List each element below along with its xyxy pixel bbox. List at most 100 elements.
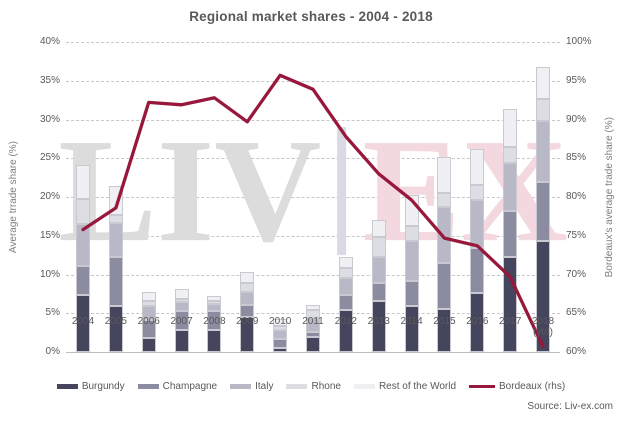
bar-segment-burgundy-2009 bbox=[240, 317, 255, 352]
left-axis-tick-label: 30% bbox=[39, 113, 60, 125]
bar-segment-burgundy-2006 bbox=[141, 338, 156, 352]
bar-segment-burgundy-2014 bbox=[404, 305, 419, 352]
bar-segment-rest-of-the-world-2006 bbox=[141, 291, 156, 301]
x-tick-label-note: (ytd) bbox=[533, 327, 553, 338]
legend-item-rest-of-the-world: Rest of the World bbox=[353, 381, 457, 392]
bar-segment-rest-of-the-world-2013 bbox=[371, 220, 386, 237]
bar-segment-rhone-2015 bbox=[437, 193, 452, 208]
left-axis-tick-label: 35% bbox=[39, 74, 60, 86]
x-tick-label-2016: 2016 bbox=[466, 316, 489, 327]
x-tick-label-2005: 2005 bbox=[104, 316, 127, 327]
bar-segment-rhone-2005 bbox=[108, 214, 123, 224]
source-note: Source: Liv-ex.com bbox=[527, 401, 613, 412]
bar-segment-burgundy-2012 bbox=[338, 310, 353, 352]
right-axis-tick-label: 100% bbox=[566, 36, 592, 47]
bar-segment-rhone-2014 bbox=[404, 226, 419, 242]
bar-segment-rest-of-the-world-2004 bbox=[76, 165, 90, 200]
bar-segment-italy-2011 bbox=[306, 317, 320, 332]
bar-segment-champagne-2010 bbox=[273, 338, 288, 349]
legend-label: Rest of the World bbox=[378, 381, 457, 392]
left-axis-tick-label: 25% bbox=[39, 152, 60, 164]
left-axis-tick-label: 0% bbox=[45, 346, 60, 357]
right-axis-tick-label: 70% bbox=[566, 268, 587, 280]
bar-segment-italy-2007 bbox=[174, 302, 189, 311]
x-tick-label-2014: 2014 bbox=[400, 316, 423, 327]
bar-segment-rhone-2018 bbox=[536, 98, 550, 122]
legend-label: Bordeaux (rhs) bbox=[499, 381, 566, 392]
bar-segment-champagne-2016 bbox=[470, 248, 485, 294]
bar-segment-italy-2015 bbox=[437, 207, 452, 263]
bar-segment-italy-2005 bbox=[108, 223, 123, 257]
bar-segment-champagne-2007 bbox=[174, 310, 189, 331]
left-axis-tick-label: 10% bbox=[39, 268, 60, 280]
x-tick-label-2007: 2007 bbox=[170, 316, 193, 327]
bar-segment-italy-2010 bbox=[273, 330, 288, 339]
bar-segment-rest-of-the-world-2011 bbox=[306, 304, 320, 311]
x-tick-label-2013: 2013 bbox=[367, 316, 390, 327]
x-tick-label-2017: 2017 bbox=[499, 316, 522, 327]
gridline bbox=[66, 119, 560, 121]
right-axis-tick-label: 90% bbox=[566, 113, 587, 125]
gridline bbox=[66, 158, 560, 160]
x-tick-label-2015: 2015 bbox=[433, 316, 456, 327]
bar-segment-burgundy-2011 bbox=[306, 336, 320, 352]
bar-segment-italy-2009 bbox=[240, 292, 255, 305]
bar-segment-rhone-2013 bbox=[371, 236, 386, 258]
right-axis-tick-label: 75% bbox=[566, 229, 587, 241]
x-tick-label-2006: 2006 bbox=[137, 316, 160, 327]
bar-segment-champagne-2006 bbox=[141, 320, 156, 339]
x-tick-label-2010: 2010 bbox=[269, 316, 292, 327]
right-axis-tick-label: 85% bbox=[566, 152, 587, 164]
chart-title: Regional market shares - 2004 - 2018 bbox=[189, 9, 433, 24]
bar-segment-italy-2017 bbox=[503, 162, 518, 211]
bar-segment-rhone-2011 bbox=[306, 310, 320, 318]
left-axis-tick-label: 40% bbox=[39, 36, 60, 47]
legend-swatch-burgundy bbox=[56, 384, 78, 389]
legend-swatch-rhone bbox=[286, 384, 308, 389]
bar-segment-italy-2008 bbox=[207, 303, 222, 311]
bar-segment-burgundy-2005 bbox=[108, 305, 123, 352]
bar-segment-champagne-2018 bbox=[536, 181, 550, 242]
gridline bbox=[66, 274, 560, 276]
bar-segment-rhone-2006 bbox=[141, 300, 156, 306]
bar-segment-champagne-2011 bbox=[306, 331, 320, 337]
bar-segment-burgundy-2018 bbox=[536, 241, 550, 352]
legend-label: Champagne bbox=[162, 381, 218, 392]
x-tick-label-2012: 2012 bbox=[334, 316, 357, 327]
gridline bbox=[66, 80, 560, 82]
legend-item-burgundy: Burgundy bbox=[56, 381, 125, 392]
bar-segment-rest-of-the-world-2008 bbox=[207, 296, 222, 301]
right-axis-tick-label: 65% bbox=[566, 307, 587, 319]
legend-swatch-champagne bbox=[137, 384, 159, 389]
legend-swatch-rest-of-the-world bbox=[353, 384, 375, 389]
gridline bbox=[66, 235, 560, 237]
bar-segment-italy-2018 bbox=[536, 121, 550, 182]
bar-segment-champagne-2013 bbox=[371, 283, 386, 301]
bar-segment-burgundy-2007 bbox=[174, 330, 189, 352]
left-axis-tick-label: 5% bbox=[45, 307, 60, 319]
legend: Burgundy Champagne Italy Rhone Rest of the W… bbox=[0, 381, 622, 392]
bar-segment-italy-2004 bbox=[76, 224, 90, 266]
bar-segment-italy-2014 bbox=[404, 241, 419, 282]
legend-item-rhone: Rhone bbox=[286, 381, 341, 392]
legend-swatch-bordeaux-rhs- bbox=[469, 385, 496, 388]
bar-segment-burgundy-2004 bbox=[76, 294, 90, 352]
bar-segment-rest-of-the-world-2018 bbox=[536, 66, 550, 99]
bar-segment-burgundy-2015 bbox=[437, 308, 452, 352]
bar-segment-champagne-2012 bbox=[338, 295, 353, 311]
legend-label: Rhone bbox=[311, 381, 341, 392]
legend-item-bordeaux-rhs-: Bordeaux (rhs) bbox=[469, 381, 565, 392]
bar-segment-rest-of-the-world-2016 bbox=[470, 148, 485, 186]
right-axis-tick-label: 95% bbox=[566, 74, 587, 86]
gridline bbox=[66, 42, 560, 43]
left-axis-tick-label: 15% bbox=[39, 229, 60, 241]
bar-segment-rhone-2007 bbox=[174, 298, 189, 303]
plot-area: LIV EX bbox=[58, 42, 568, 353]
bar-segment-rest-of-the-world-2015 bbox=[437, 156, 452, 194]
gridline bbox=[66, 197, 560, 198]
bar-segment-rest-of-the-world-2017 bbox=[503, 108, 518, 148]
bar-segment-burgundy-2008 bbox=[207, 329, 222, 352]
bar-segment-champagne-2017 bbox=[503, 210, 518, 258]
bar-segment-burgundy-2016 bbox=[470, 293, 485, 352]
right-axis-tick-label: 60% bbox=[566, 346, 587, 357]
